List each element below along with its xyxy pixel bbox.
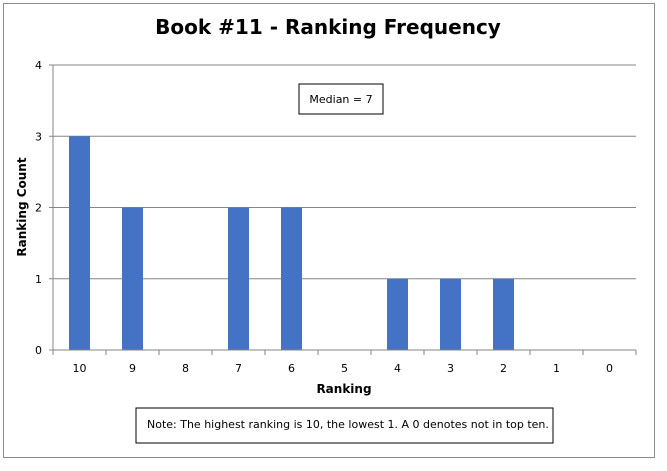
bar-3	[440, 278, 461, 350]
x-tick-label: 6	[288, 362, 295, 375]
note-label: Note: The highest ranking is 10, the low…	[147, 418, 549, 431]
y-tick-label: 0	[35, 344, 42, 357]
y-tick-label: 3	[35, 130, 42, 143]
x-tick-label: 5	[341, 362, 348, 375]
x-tick-label: 7	[235, 362, 242, 375]
median-annotation: Median = 7	[298, 83, 384, 115]
x-tick-label: 1	[553, 362, 560, 375]
gridlines	[49, 64, 637, 355]
bar-4	[387, 278, 408, 350]
chart-frame	[3, 3, 655, 458]
bar-2	[493, 278, 514, 350]
x-tick-label: 0	[606, 362, 613, 375]
median-box	[298, 83, 384, 115]
x-tick-labels: 10 9 8 7 6 5 4 3 2 1 0	[73, 362, 614, 375]
x-tick-label: 8	[182, 362, 189, 375]
y-tick-label: 4	[35, 59, 42, 72]
x-tick-label: 3	[447, 362, 454, 375]
bar-10	[69, 136, 90, 350]
bar-9	[122, 207, 143, 350]
y-axis-title: Ranking Count	[15, 157, 29, 256]
y-tick-labels: 0 1 2 3 4	[35, 59, 42, 357]
note-box	[135, 407, 554, 444]
x-tick-label: 10	[73, 362, 87, 375]
chart-title: Book #11 - Ranking Frequency	[155, 15, 501, 39]
bar-7	[228, 207, 249, 350]
median-label: Median = 7	[309, 93, 372, 106]
bars	[69, 136, 514, 350]
x-tick-label: 4	[394, 362, 401, 375]
y-tick-label: 2	[35, 202, 42, 215]
x-tick-label: 2	[500, 362, 507, 375]
x-axis-title: Ranking	[316, 382, 371, 396]
bar-6	[281, 207, 302, 350]
y-tick-label: 1	[35, 273, 42, 286]
note-annotation: Note: The highest ranking is 10, the low…	[135, 407, 554, 444]
x-tick-label: 9	[129, 362, 136, 375]
